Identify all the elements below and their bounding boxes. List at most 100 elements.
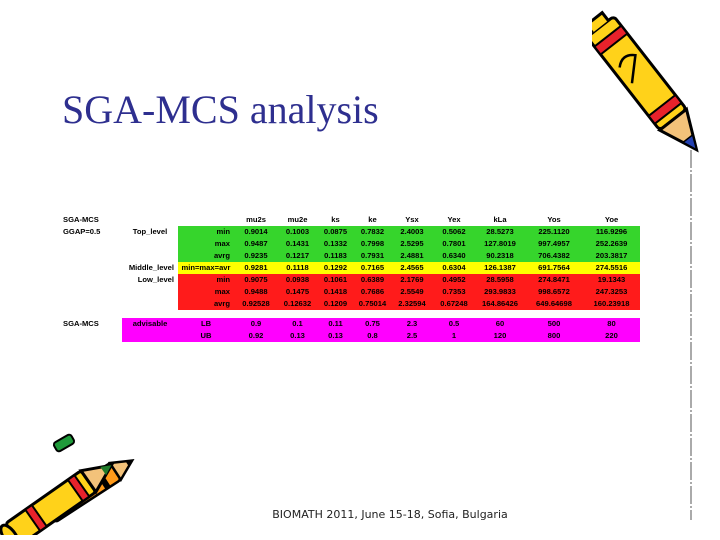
table-cell: 203.3817	[583, 250, 640, 262]
sga-mcs-results-table: SGA-MCS mu2s mu2e ks ke Ysx Yex kLa Yos …	[62, 214, 640, 342]
table-cell: 0.1003	[278, 226, 317, 238]
table-row: max 0.9488 0.1475 0.1418 0.7686 2.5549 0…	[62, 286, 640, 298]
table-cell: 0.7353	[433, 286, 475, 298]
table-cell: max	[178, 286, 234, 298]
table-cell: min	[178, 274, 234, 286]
table-cell: 2.32594	[391, 298, 433, 310]
table-header-cell: mu2e	[287, 215, 308, 224]
table-cell: min	[178, 226, 234, 238]
table-cell: 2.4881	[391, 250, 433, 262]
table-cell: 274.8471	[525, 274, 583, 286]
table-cell: 0.75014	[354, 298, 391, 310]
table-header-cell: Ysx	[405, 215, 419, 224]
table-cell: Middle_level	[128, 263, 174, 272]
table-header-cell: ke	[368, 215, 377, 224]
table-cell: 90.2318	[475, 250, 525, 262]
table-cell: 0.6389	[354, 274, 391, 286]
table-cell: 0.9235	[234, 250, 278, 262]
table-cell: 80	[583, 318, 640, 330]
table-cell: 0.7998	[354, 238, 391, 250]
table-cell: 2.4565	[391, 262, 433, 274]
table-cell: 225.1120	[525, 226, 583, 238]
table-cell: 0.92528	[234, 298, 278, 310]
table-row: Low_level min 0.9075 0.0938 0.1061 0.638…	[62, 274, 640, 286]
table-cell: 2.1769	[391, 274, 433, 286]
table-cell: 28.5958	[475, 274, 525, 286]
table-cell: 0.92	[234, 330, 278, 342]
table-cell: 0.1475	[278, 286, 317, 298]
table-cell: 800	[525, 330, 583, 342]
table-cell: 0.6304	[433, 262, 475, 274]
table-cell: 0.6340	[433, 250, 475, 262]
table-header-cell: mu2s	[246, 215, 266, 224]
table-cell: 0.1431	[278, 238, 317, 250]
table-cell	[122, 330, 178, 342]
table-cell: 60	[475, 318, 525, 330]
table-cell: 160.23918	[583, 298, 640, 310]
table-cell: avrg	[178, 250, 234, 262]
table-cell	[62, 286, 122, 298]
table-cell	[122, 298, 178, 310]
table-header-cell	[122, 214, 178, 226]
table-cell	[122, 238, 178, 250]
table-cell: advisable	[122, 318, 178, 330]
table-cell	[62, 262, 122, 274]
table-cell: 116.9296	[583, 226, 640, 238]
table-cell: min=max=avr	[178, 262, 234, 274]
table-cell: 997.4957	[525, 238, 583, 250]
table-cell: 0.75	[354, 318, 391, 330]
table-cell: 28.5273	[475, 226, 525, 238]
table-cell: 0.7832	[354, 226, 391, 238]
table-cell: Top_level	[132, 227, 168, 236]
table-cell: GGAP=0.5	[63, 227, 101, 236]
table-cell: 0.8	[354, 330, 391, 342]
table-cell: 274.5516	[583, 262, 640, 274]
table-spacer-row	[62, 310, 640, 318]
table-cell: 0.1183	[317, 250, 354, 262]
table-cell: 649.64698	[525, 298, 583, 310]
table-cell: 0.11	[317, 318, 354, 330]
table-cell: 0.13	[317, 330, 354, 342]
table-cell: 2.5	[391, 330, 433, 342]
slide-border-right	[690, 150, 692, 520]
table-cell: 1	[433, 330, 475, 342]
table-row: avrg 0.9235 0.1217 0.1183 0.7931 2.4881 …	[62, 250, 640, 262]
table-cell: 0.0938	[278, 274, 317, 286]
table-cell: 0.1118	[278, 262, 317, 274]
crayon-icon-top-right	[584, 0, 704, 170]
table-cell	[62, 274, 122, 286]
table-cell: 0.4952	[433, 274, 475, 286]
table-header-cell: ks	[331, 215, 340, 224]
table-cell: 2.5549	[391, 286, 433, 298]
table-cell: 0.1332	[317, 238, 354, 250]
table-cell: Low_level	[137, 275, 174, 284]
table-cell: 0.5062	[433, 226, 475, 238]
table-cell: 0.1209	[317, 298, 354, 310]
table-row: UB 0.92 0.13 0.13 0.8 2.5 1 120 800 220	[62, 330, 640, 342]
table-cell: 0.7801	[433, 238, 475, 250]
table-cell: 0.7686	[354, 286, 391, 298]
table-cell: 252.2639	[583, 238, 640, 250]
table-cell: avrg	[178, 298, 234, 310]
table-cell	[122, 286, 178, 298]
table-cell: 0.7165	[354, 262, 391, 274]
table-row: max 0.9487 0.1431 0.1332 0.7998 2.5295 0…	[62, 238, 640, 250]
table-cell: 0.9281	[234, 262, 278, 274]
table-row: GGAP=0.5 Top_level min 0.9014 0.1003 0.0…	[62, 226, 640, 238]
table-cell: UB	[178, 330, 234, 342]
table-cell: 0.12632	[278, 298, 317, 310]
table-cell: 164.86426	[475, 298, 525, 310]
table-cell	[62, 298, 122, 310]
table-header-cell: Yoe	[604, 215, 619, 224]
table-cell: 691.7564	[525, 262, 583, 274]
table-cell: LB	[178, 318, 234, 330]
table-cell: 0.67248	[433, 298, 475, 310]
table-row: avrg 0.92528 0.12632 0.1209 0.75014 2.32…	[62, 298, 640, 310]
table-header-cell: Yex	[447, 215, 461, 224]
table-cell: 127.8019	[475, 238, 525, 250]
table-cell: 2.3	[391, 318, 433, 330]
table-cell: 0.9487	[234, 238, 278, 250]
table-cell: 0.9075	[234, 274, 278, 286]
table-cell	[62, 330, 122, 342]
table-cell: 0.7931	[354, 250, 391, 262]
